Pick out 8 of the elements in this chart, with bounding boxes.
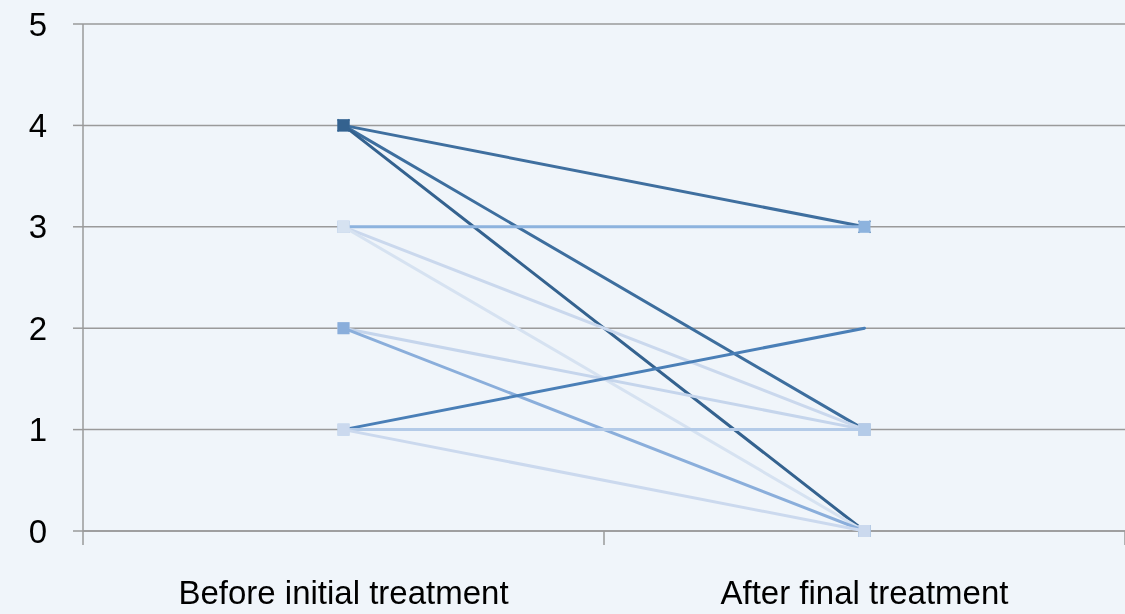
- y-tick-label: 0: [28, 512, 48, 550]
- y-tick-label: 1: [28, 411, 48, 449]
- x-tick-label: After final treatment: [720, 574, 1009, 611]
- y-tick-label: 3: [28, 208, 48, 246]
- y-tick-label: 2: [28, 309, 48, 347]
- y-tick-label: 5: [28, 5, 48, 43]
- y-tick-label: 4: [28, 106, 48, 144]
- x-tick-label: Before initial treatment: [178, 574, 509, 611]
